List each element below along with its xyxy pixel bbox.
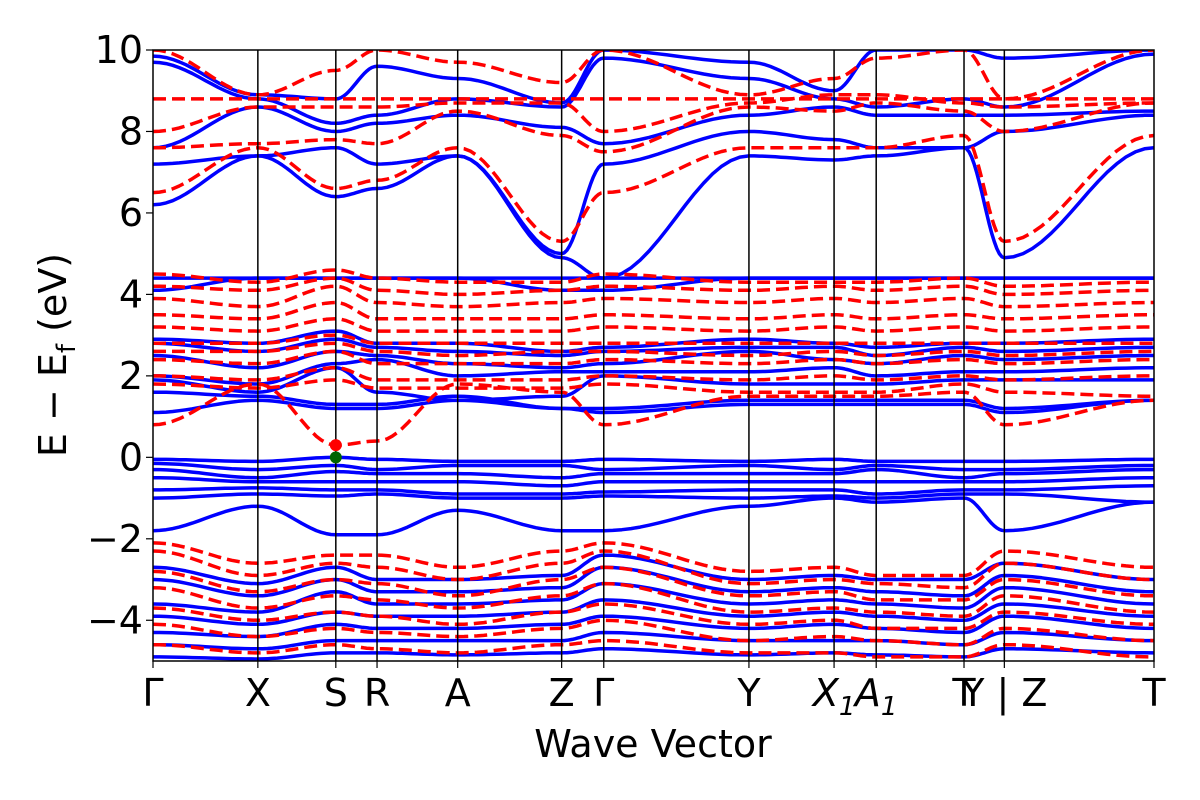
x-tick-label: Γ xyxy=(593,671,614,715)
plot-frame xyxy=(152,49,1155,662)
x-tick-label-text: R xyxy=(364,671,390,715)
y-tick-label: −2 xyxy=(87,517,143,561)
y-axis: −4 −2 0 2 4 6 8 10 xyxy=(87,28,153,642)
x-tick-label: Y xyxy=(736,671,761,715)
x-tick-label-text: A xyxy=(445,671,471,715)
y-tick-label: −4 xyxy=(87,598,143,642)
band-edge-marker xyxy=(329,439,342,452)
x-tick-label-text: Y xyxy=(736,671,761,715)
x-tick-label-text: Γ xyxy=(593,671,614,715)
x-tick-label: X xyxy=(245,671,271,715)
x-tick-label-sub: 1 xyxy=(839,692,856,722)
y-axis-label-main: E − E xyxy=(31,353,75,457)
x-tick-label-text: Y | Z xyxy=(960,671,1047,716)
x-tick-label: X1 xyxy=(811,671,856,722)
y-tick-label: 8 xyxy=(119,109,143,153)
y-axis-label-sub: f xyxy=(52,343,82,353)
x-tick-label: T xyxy=(1141,671,1166,715)
x-tick-label: A xyxy=(445,671,471,715)
x-tick-label-text: X xyxy=(811,671,840,715)
x-tick-label-text: T xyxy=(1141,671,1166,715)
band-edge-marker xyxy=(329,451,342,464)
x-tick-label: Γ xyxy=(142,671,163,715)
x-tick-label: T xyxy=(951,671,976,715)
x-tick-label-text: Γ xyxy=(142,671,163,715)
y-tick-label: 4 xyxy=(119,272,143,316)
y-tick-label: 10 xyxy=(95,28,143,72)
x-tick-label-sub: 1 xyxy=(881,692,898,722)
x-tick-label: R xyxy=(364,671,390,715)
x-tick-label: Z xyxy=(549,671,575,715)
y-tick-label: 6 xyxy=(119,191,143,235)
y-axis-label: E − Ef (eV) xyxy=(31,253,82,457)
x-tick-label: A1 xyxy=(852,671,898,722)
y-axis-label-unit: (eV) xyxy=(31,253,75,344)
high-symmetry-lines xyxy=(257,50,1006,661)
x-axis-label: Wave Vector xyxy=(534,722,772,766)
x-tick-label-text: S xyxy=(324,671,348,715)
markers-layer xyxy=(329,439,342,464)
y-tick-label: 2 xyxy=(119,354,143,398)
y-tick-label: 0 xyxy=(119,435,143,479)
x-tick-label-text: X xyxy=(245,671,271,715)
x-tick-label-text: T xyxy=(951,671,976,715)
x-tick-label-text: A xyxy=(852,671,881,715)
x-tick-label-text: Z xyxy=(549,671,575,715)
x-tick-label: Y | Z xyxy=(960,671,1047,716)
x-tick-label: S xyxy=(324,671,348,715)
